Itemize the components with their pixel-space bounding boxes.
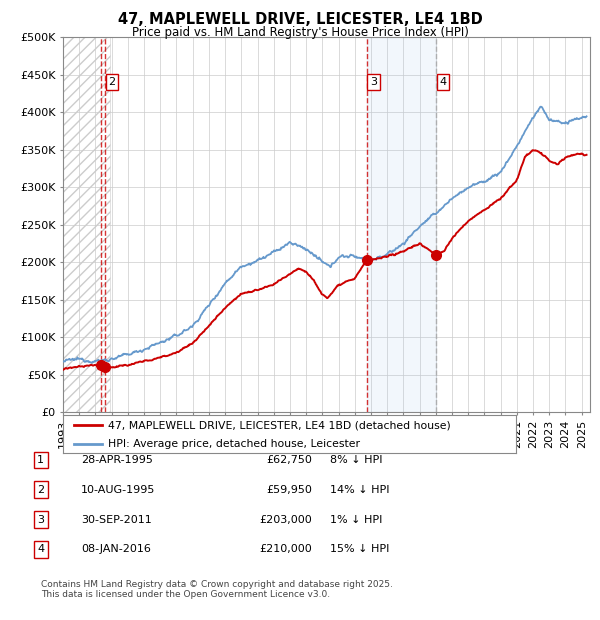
Text: 2: 2 <box>109 78 116 87</box>
Text: Price paid vs. HM Land Registry's House Price Index (HPI): Price paid vs. HM Land Registry's House … <box>131 26 469 39</box>
Text: 47, MAPLEWELL DRIVE, LEICESTER, LE4 1BD (detached house): 47, MAPLEWELL DRIVE, LEICESTER, LE4 1BD … <box>109 420 451 430</box>
Text: Contains HM Land Registry data © Crown copyright and database right 2025.
This d: Contains HM Land Registry data © Crown c… <box>41 580 392 599</box>
Text: 3: 3 <box>37 515 44 525</box>
Text: 4: 4 <box>37 544 44 554</box>
Text: £62,750: £62,750 <box>266 455 312 465</box>
Text: 3: 3 <box>370 78 377 87</box>
Text: 2: 2 <box>37 485 44 495</box>
Text: £210,000: £210,000 <box>259 544 312 554</box>
Text: 10-AUG-1995: 10-AUG-1995 <box>81 485 155 495</box>
Text: 1: 1 <box>37 455 44 465</box>
Text: £203,000: £203,000 <box>259 515 312 525</box>
Text: 4: 4 <box>440 78 446 87</box>
Text: 14% ↓ HPI: 14% ↓ HPI <box>330 485 389 495</box>
Text: HPI: Average price, detached house, Leicester: HPI: Average price, detached house, Leic… <box>109 440 360 450</box>
Bar <box>367 37 436 412</box>
Text: 30-SEP-2011: 30-SEP-2011 <box>81 515 152 525</box>
Text: 28-APR-1995: 28-APR-1995 <box>81 455 153 465</box>
Text: 1% ↓ HPI: 1% ↓ HPI <box>330 515 382 525</box>
Text: 15% ↓ HPI: 15% ↓ HPI <box>330 544 389 554</box>
Text: 47, MAPLEWELL DRIVE, LEICESTER, LE4 1BD: 47, MAPLEWELL DRIVE, LEICESTER, LE4 1BD <box>118 12 482 27</box>
Text: 08-JAN-2016: 08-JAN-2016 <box>81 544 151 554</box>
Text: 8% ↓ HPI: 8% ↓ HPI <box>330 455 383 465</box>
Text: £59,950: £59,950 <box>266 485 312 495</box>
